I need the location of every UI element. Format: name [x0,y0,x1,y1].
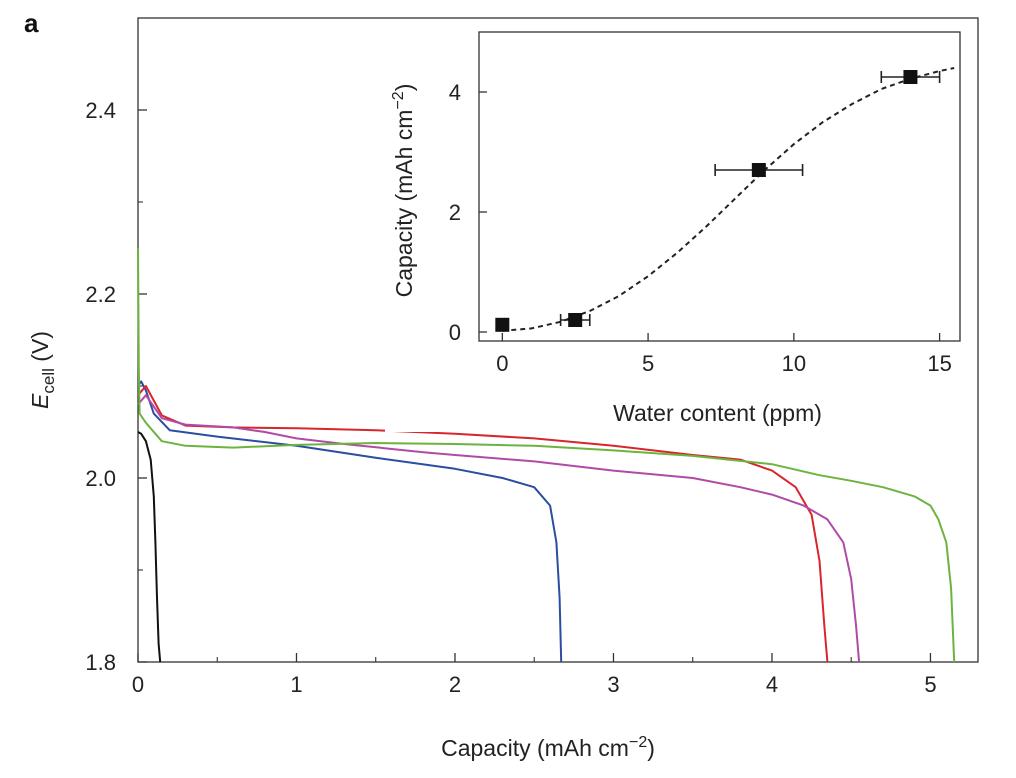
main-x-tick-label: 2 [449,672,461,697]
main-x-axis-title-end: ) [647,735,655,761]
main-y-tick-label: 2.2 [85,282,116,307]
inset-data-point [903,70,918,84]
inset-background [385,22,975,432]
main-x-tick-label: 4 [766,672,778,697]
main-series-line-5 [137,247,956,663]
inset-marks-group [495,67,955,332]
inset-y-tick-label: 0 [449,320,461,345]
main-x-axis: 0 1 2 3 4 5 [132,653,937,697]
main-y-axis-title-unit: (V) [27,331,53,368]
main-y-tick-label: 2.4 [85,98,116,123]
main-x-axis-title-main: Capacity (mAh cm [441,735,629,761]
main-y-tick-label: 2.0 [85,466,116,491]
inset-plot-frame [478,31,961,342]
main-y-axis-title-sub: cell [39,368,58,394]
main-chart: 0 1 2 3 4 5 1.8 2.0 2.2 2.4 Ecell (V) Capacity (… [27,17,979,761]
inset-y-axis-title: Capacity (mAh cm−2) [390,84,417,298]
main-y-axis: 1.8 2.0 2.2 2.4 [85,98,147,675]
inset-y-tick-label: 4 [449,80,461,105]
inset-data-point [751,163,766,177]
main-y-axis-title: Ecell (V) [27,331,58,409]
inset-x-axis: 0 5 10 15 [496,333,952,376]
inset-x-tick-label: 5 [642,351,654,376]
inset-data-point [568,313,583,327]
inset-y-axis-title-main: Capacity (mAh cm [391,110,417,298]
main-y-axis-title-main: E [27,393,53,409]
main-x-tick-label: 1 [290,672,302,697]
inset-y-axis-title-sup: −2 [390,91,407,109]
main-x-tick-label: 0 [132,672,144,697]
main-series-line-4 [137,394,861,663]
panel-label: a [24,8,39,38]
inset-chart: 0 5 10 15 0 2 4 Capacity (mAh cm−2) Water con… [385,22,975,432]
main-x-axis-title: Capacity (mAh cm−2) [441,734,655,761]
inset-data-point [495,317,510,332]
inset-y-tick-label: 2 [449,200,461,225]
inset-fit-curve [502,67,955,332]
main-x-tick-label: 3 [607,672,619,697]
main-x-axis-title-sup: −2 [629,734,647,751]
main-x-tick-label: 5 [924,672,936,697]
main-series-group [137,247,956,663]
inset-x-tick-label: 0 [496,351,508,376]
inset-x-tick-label: 10 [782,351,806,376]
inset-x-tick-label: 15 [927,351,951,376]
inset-y-axis-title-end: ) [391,84,417,92]
inset-x-axis-title: Water content (ppm) [613,400,822,426]
main-y-tick-label: 1.8 [85,650,116,675]
inset-y-axis: 0 2 4 [449,80,487,345]
main-series-line-1 [137,431,162,663]
